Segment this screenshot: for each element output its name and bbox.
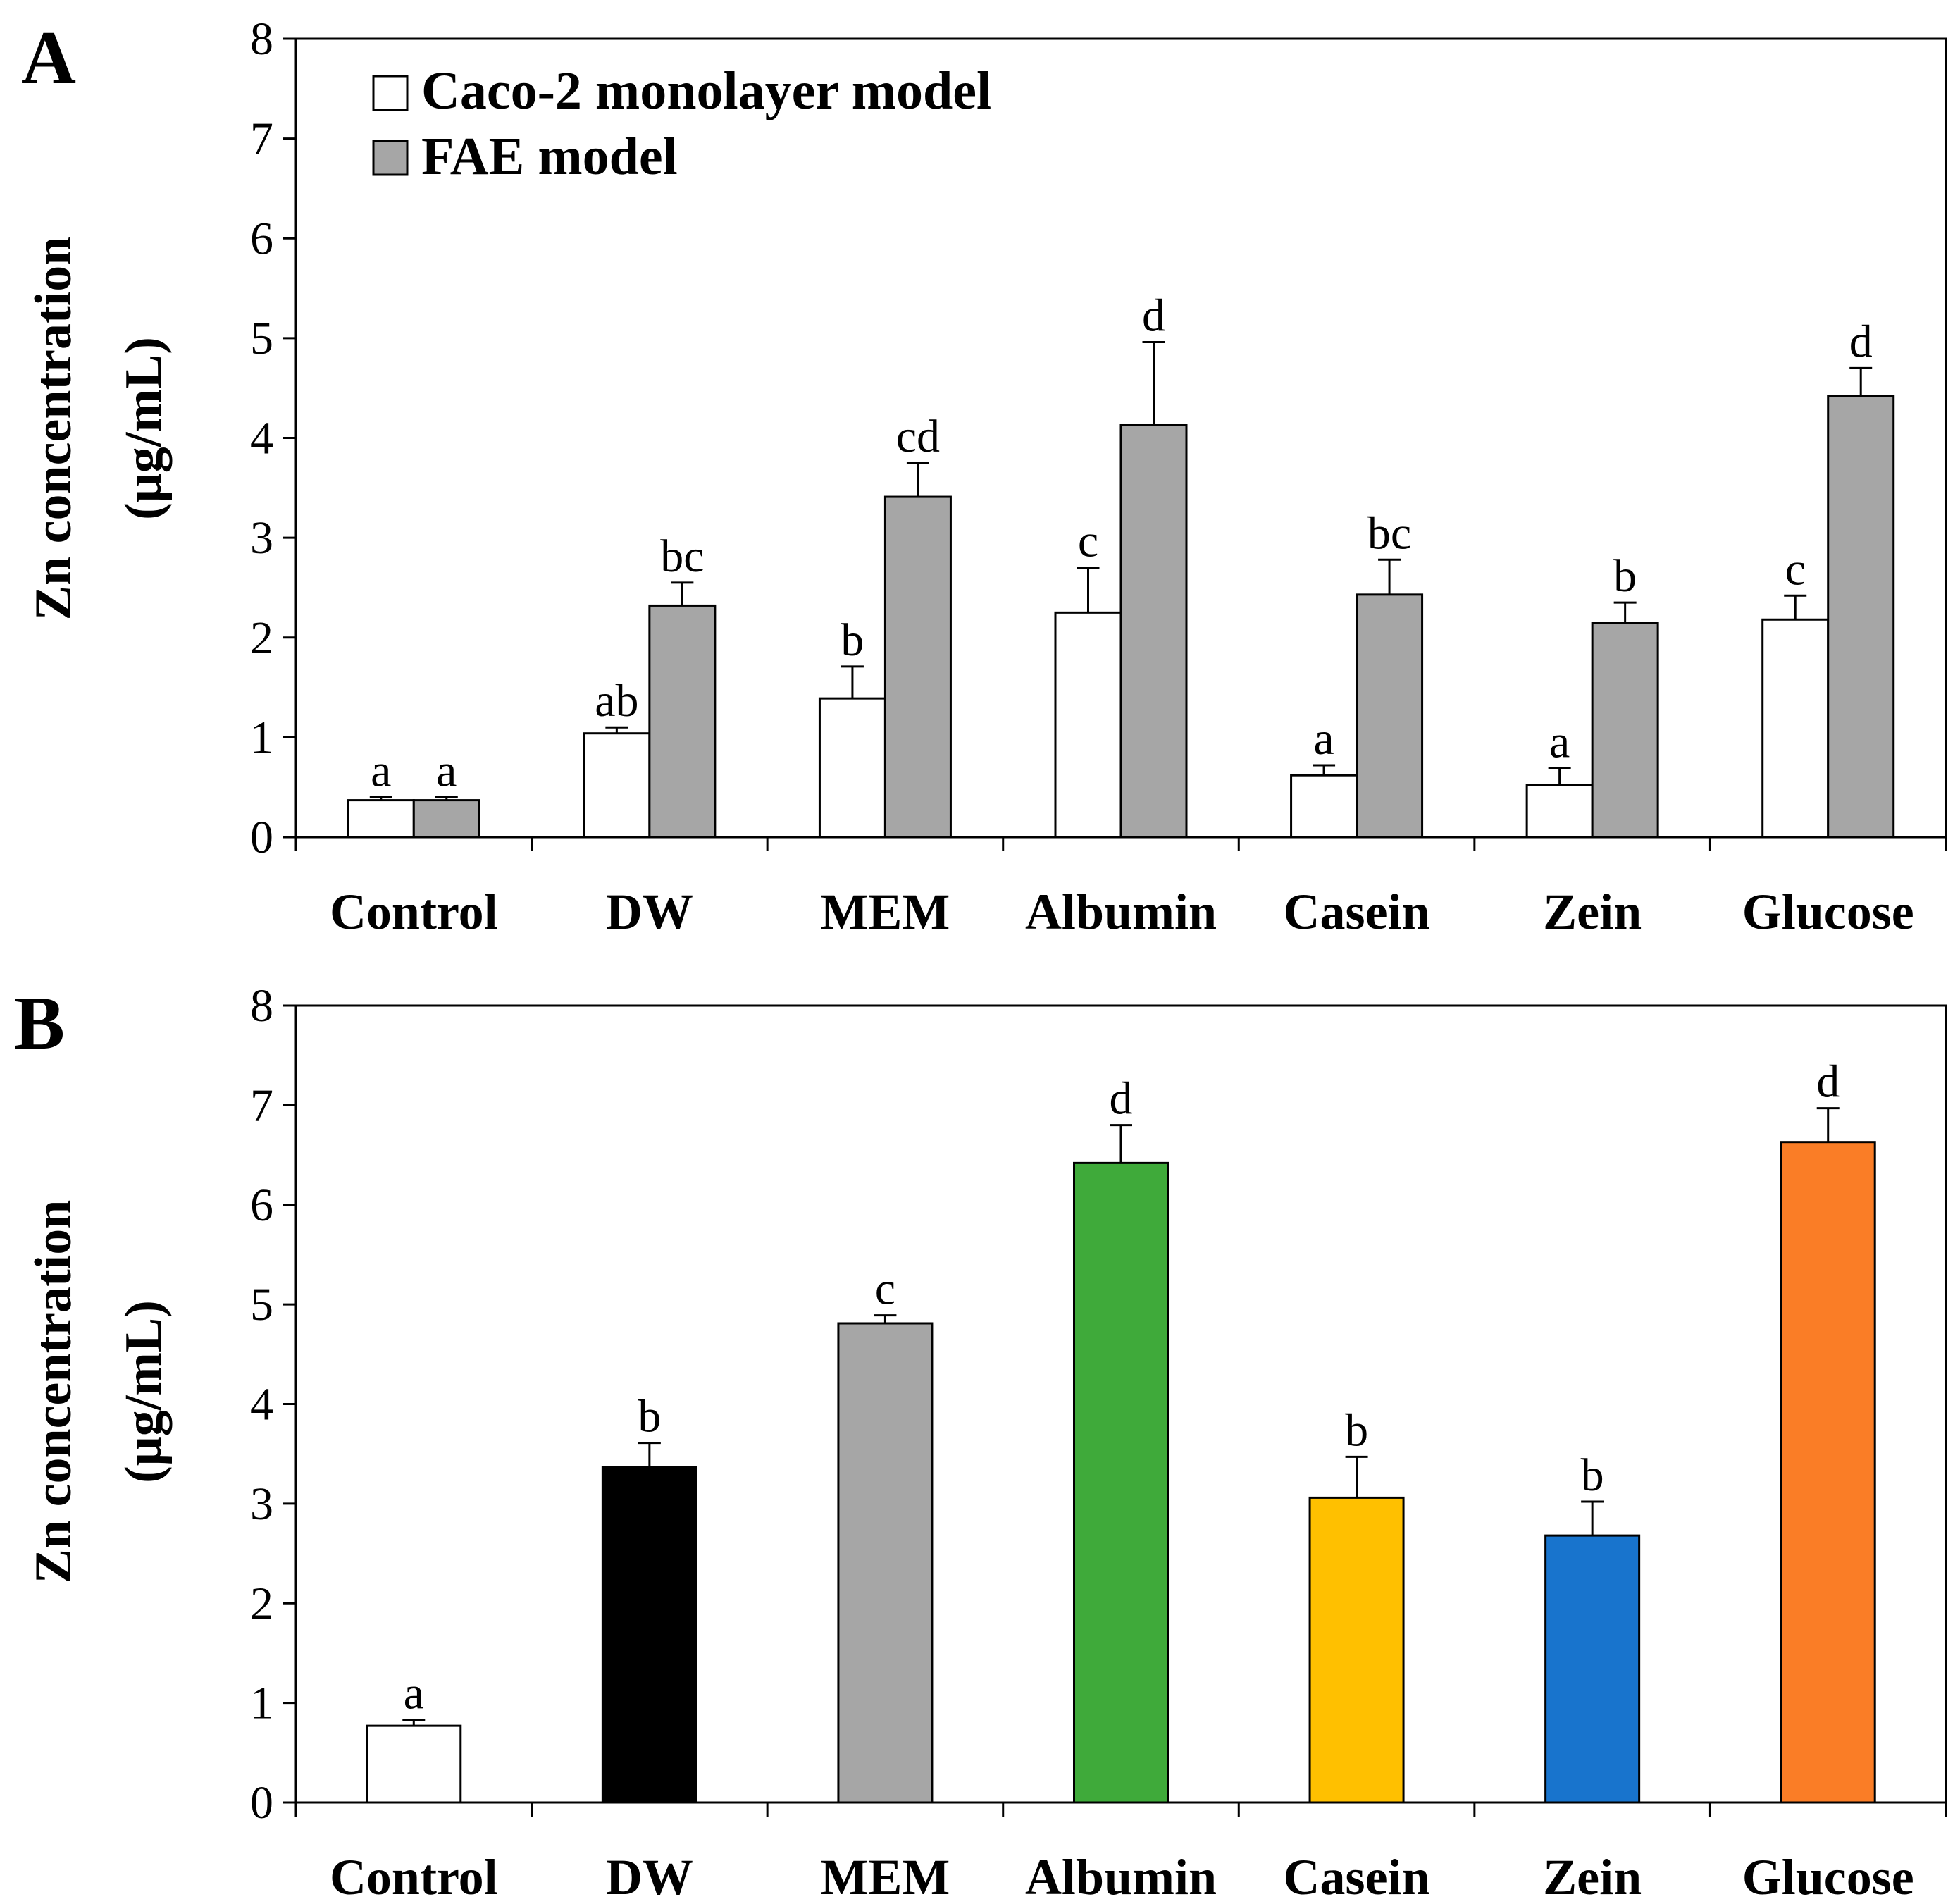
panel-a-bar-fae (883, 495, 952, 839)
panel-b-y-tick-label: 7 (250, 1080, 273, 1131)
panel-a-significance-letter-fae: b (1613, 550, 1637, 602)
panel-b-letter: B (14, 982, 65, 1065)
panel-a: A Zn concentration (μg/mL) Caco-2 monola… (21, 13, 1947, 940)
panel-a-category-label: Zein (1543, 884, 1642, 940)
panel-b-bar-mem (837, 1322, 934, 1804)
panel-b-bar-control (366, 1724, 462, 1804)
panel-b-category-label: Control (330, 1849, 498, 1904)
panel-b-plot-area: 0 1 2 3 4 5 6 7 8 Control DW MEM Albumin Casein Zein Gl… (250, 980, 1947, 1904)
panel-a-legend: Caco-2 monolayer model FAE model (372, 61, 991, 186)
panel-b-significance-letter-dw: b (638, 1391, 661, 1442)
legend-swatch-fae (372, 140, 409, 176)
panel-a-category-label: MEM (820, 884, 950, 940)
panel-b-significance-letter-casein: b (1345, 1404, 1368, 1456)
panel-a-category-label: Albumin (1025, 884, 1217, 940)
panel-a-significance-letter-fae: bc (1367, 507, 1411, 559)
panel-a-bar-caco2 (1761, 618, 1830, 839)
panel-b-bar-dw (601, 1466, 697, 1804)
panel-b-y-tick-label: 1 (250, 1678, 273, 1729)
panel-a-y-tick-label: 1 (250, 712, 273, 763)
legend-label-fae: FAE model (421, 127, 678, 186)
panel-b-y-tick-label: 2 (250, 1578, 273, 1629)
panel-a-significance-letter-caco2: a (1549, 716, 1570, 767)
legend-label-caco2: Caco-2 monolayer model (421, 61, 991, 120)
panel-a-bar-fae (1591, 622, 1659, 839)
panel-a-category-label: Control (330, 884, 498, 940)
panel-b-bar-glucose (1780, 1141, 1876, 1804)
panel-a-bar-fae (648, 604, 717, 839)
panel-a-y-tick-label: 8 (250, 13, 273, 65)
panel-b-bar-zein (1544, 1534, 1641, 1804)
panel-b-y-tick-label: 6 (250, 1180, 273, 1231)
panel-a-bar-fae (1827, 395, 1895, 839)
panel-a-category-label: Casein (1284, 884, 1430, 940)
panel-b-y-tick-label: 0 (250, 1777, 273, 1829)
panel-a-y-tick-label: 6 (250, 213, 273, 264)
panel-b-significance-letter-glucose: d (1816, 1056, 1840, 1108)
panel-b-y-tick-label: 4 (250, 1379, 273, 1430)
panel-a-y-tick-label: 4 (250, 413, 273, 464)
panel-a-significance-letter-fae: d (1849, 316, 1873, 367)
panel-b-bar-albumin (1073, 1161, 1169, 1804)
panel-b-significance-letter-zein: b (1581, 1449, 1604, 1501)
panel-a-bar-caco2 (1290, 774, 1358, 839)
panel-a-bar-caco2 (818, 697, 886, 839)
panel-b: B Zn concentration (μg/mL) 0 1 2 3 4 5 6 7 8 Cont… (14, 980, 1947, 1904)
panel-a-bar-fae (1356, 593, 1424, 839)
panel-b-category-label: DW (606, 1849, 693, 1904)
panel-b-category-label: Albumin (1025, 1849, 1217, 1904)
panel-b-significance-letter-albumin: d (1110, 1073, 1133, 1125)
panel-a-significance-letter-fae: bc (660, 531, 704, 582)
panel-a-significance-letter-fae: cd (896, 411, 940, 462)
panel-b-bar-casein (1308, 1496, 1405, 1804)
panel-a-plot-area: 0 1 2 3 4 5 6 7 8 Control DW MEM Albumin Casein Zein Gl… (250, 13, 1947, 940)
panel-a-y-tick-label: 7 (250, 113, 273, 165)
panel-a-significance-letter-fae: d (1142, 290, 1165, 342)
panel-a-y-tick-label: 3 (250, 512, 273, 564)
panel-a-category-label: Glucose (1742, 884, 1914, 940)
panel-b-significance-letter-mem: c (875, 1263, 895, 1315)
panel-b-category-label: Zein (1543, 1849, 1642, 1904)
panel-a-bar-fae (412, 799, 480, 839)
panel-a-significance-letter-caco2: a (1313, 713, 1334, 765)
panel-a-significance-letter-caco2: ab (595, 675, 638, 727)
panel-a-significance-letter-caco2: a (371, 745, 391, 796)
panel-b-y-tick-label: 3 (250, 1478, 273, 1530)
panel-a-significance-letter-caco2: b (841, 614, 864, 666)
panel-b-y-axis-label: Zn concentration (μg/mL) (25, 1200, 173, 1584)
panel-b-category-label: MEM (820, 1849, 950, 1904)
panel-a-category-label: DW (606, 884, 693, 940)
panel-b-category-label: Glucose (1742, 1849, 1914, 1904)
panel-a-significance-letter-caco2: c (1785, 543, 1806, 595)
panel-a-bar-fae (1119, 424, 1188, 839)
panel-a-significance-letter-fae: a (436, 745, 457, 796)
panel-b-category-label: Casein (1284, 1849, 1430, 1904)
panel-a-bar-caco2 (1525, 784, 1594, 839)
panel-a-bar-caco2 (1054, 611, 1122, 839)
panel-b-y-tick-label: 5 (250, 1279, 273, 1330)
panel-a-bar-caco2 (583, 732, 651, 839)
panel-a-letter: A (21, 16, 76, 100)
panel-a-bar-caco2 (347, 799, 415, 839)
panel-a-y-tick-label: 5 (250, 313, 273, 364)
panel-a-y-tick-label: 0 (250, 812, 273, 863)
panel-b-y-tick-label: 8 (250, 980, 273, 1032)
panel-a-significance-letter-caco2: c (1078, 516, 1098, 567)
panel-b-y-label-line2: (μg/mL) (115, 1300, 173, 1483)
panel-a-y-label-line2: (μg/mL) (115, 337, 173, 520)
panel-b-y-label-line1: Zn concentration (25, 1200, 82, 1584)
panel-a-y-axis-label: Zn concentration (μg/mL) (25, 237, 173, 621)
panel-a-y-tick-label: 2 (250, 612, 273, 664)
panel-b-significance-letter-control: a (404, 1668, 424, 1719)
legend-swatch-caco2 (372, 75, 409, 111)
panel-a-y-label-line1: Zn concentration (25, 237, 82, 621)
